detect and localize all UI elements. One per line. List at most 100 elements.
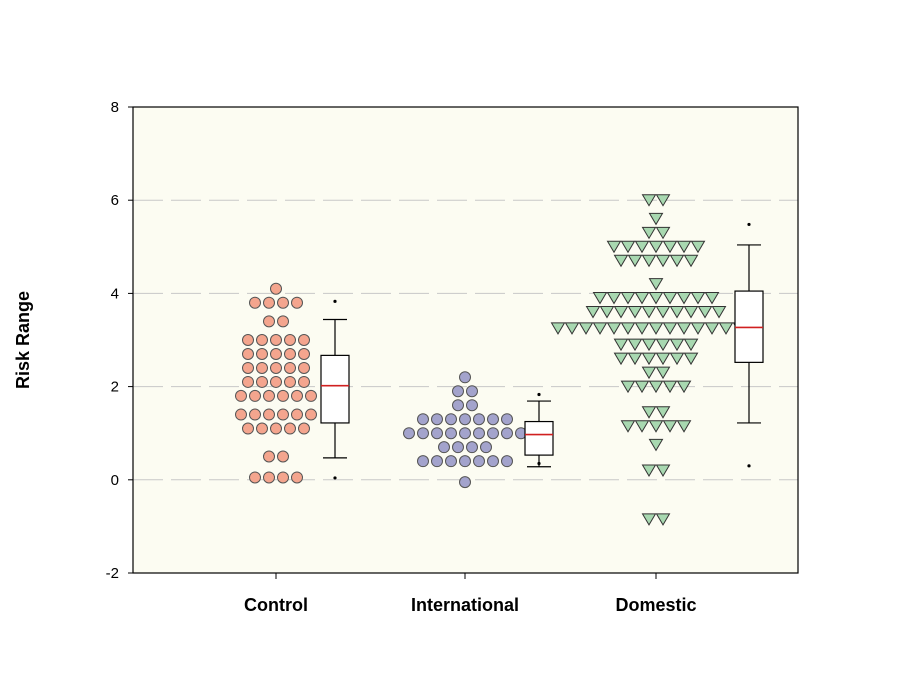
data-point	[466, 399, 478, 412]
data-point	[620, 292, 636, 305]
data-point	[459, 476, 471, 489]
data-point	[459, 371, 471, 384]
data-point	[417, 455, 429, 468]
data-point	[641, 226, 657, 240]
data-point	[648, 380, 664, 394]
data-point	[487, 427, 499, 440]
data-point	[284, 361, 296, 374]
data-point	[277, 296, 289, 309]
data-point	[634, 322, 650, 335]
data-point	[634, 420, 650, 433]
data-point	[305, 408, 317, 421]
data-point	[270, 334, 282, 346]
data-point	[242, 361, 254, 374]
data-point	[298, 347, 310, 360]
data-point	[662, 322, 678, 335]
data-point	[641, 366, 657, 380]
x-tick-label: Domestic	[615, 595, 696, 615]
data-point	[242, 347, 254, 360]
plot-background	[133, 107, 798, 573]
data-point	[620, 322, 636, 335]
data-point	[452, 441, 464, 454]
data-point	[270, 375, 282, 388]
data-point	[592, 322, 608, 335]
data-point	[613, 352, 629, 366]
box	[320, 354, 350, 424]
data-point	[683, 254, 699, 268]
data-point	[648, 278, 664, 291]
data-point	[459, 413, 471, 426]
data-point	[263, 389, 275, 402]
x-tick-label: International	[411, 595, 519, 615]
data-point	[690, 292, 706, 305]
data-point	[263, 315, 275, 328]
data-point	[270, 422, 282, 435]
data-point	[291, 408, 303, 421]
data-point	[669, 254, 685, 268]
data-point	[711, 306, 727, 319]
data-point	[235, 389, 247, 402]
y-tick-label: 8	[111, 99, 119, 116]
data-point	[445, 455, 457, 468]
data-point	[249, 389, 261, 402]
data-point	[249, 471, 261, 484]
data-point	[683, 352, 699, 366]
data-point	[263, 408, 275, 421]
data-point	[459, 455, 471, 468]
data-point	[452, 399, 464, 412]
outlier-point	[747, 464, 751, 468]
data-point	[235, 408, 247, 421]
data-point	[655, 366, 671, 380]
data-point	[263, 296, 275, 309]
series-international	[403, 371, 527, 489]
y-tick-label: 6	[111, 192, 119, 209]
data-point	[627, 352, 643, 366]
data-point	[697, 306, 713, 319]
data-point	[480, 441, 492, 454]
data-point	[291, 471, 303, 484]
boxplot-domestic	[734, 222, 764, 468]
data-point	[662, 380, 678, 394]
data-point	[417, 427, 429, 440]
data-point	[270, 347, 282, 360]
data-point	[431, 427, 443, 440]
data-point	[256, 361, 268, 374]
data-point	[501, 455, 513, 468]
data-point	[431, 413, 443, 426]
data-point	[277, 408, 289, 421]
data-point	[662, 420, 678, 433]
data-point	[487, 455, 499, 468]
data-point	[655, 254, 671, 268]
data-point	[641, 338, 657, 352]
outlier-point	[333, 299, 337, 303]
outlier-point	[537, 392, 541, 397]
data-point	[459, 427, 471, 440]
data-point	[473, 455, 485, 468]
data-point	[655, 352, 671, 366]
data-point	[669, 306, 685, 319]
data-point	[452, 385, 464, 398]
data-point	[648, 322, 664, 335]
data-point	[683, 338, 699, 352]
data-point	[627, 254, 643, 268]
data-point	[277, 450, 289, 463]
data-point	[606, 240, 622, 254]
data-point	[256, 334, 268, 346]
data-point	[683, 306, 699, 319]
data-point	[298, 422, 310, 435]
data-point	[249, 296, 261, 309]
series-domestic	[550, 194, 762, 526]
data-point	[690, 240, 706, 254]
data-point	[606, 322, 622, 335]
data-point	[550, 322, 566, 335]
data-point	[256, 375, 268, 388]
data-point	[704, 322, 720, 335]
data-point	[256, 422, 268, 435]
data-point	[487, 413, 499, 426]
data-point	[431, 455, 443, 468]
data-point	[606, 292, 622, 305]
data-point	[277, 315, 289, 328]
data-point	[277, 389, 289, 402]
data-point	[620, 380, 636, 394]
data-point	[648, 420, 664, 433]
